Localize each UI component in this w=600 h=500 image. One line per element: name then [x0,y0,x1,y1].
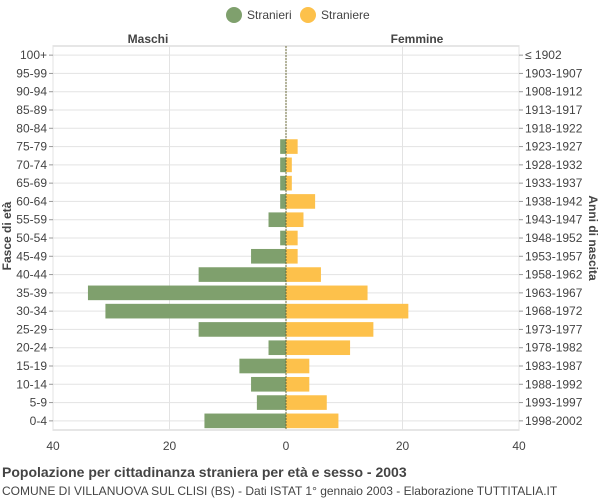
female-bar [286,358,310,374]
male-bar [87,285,286,301]
male-bar [280,194,286,209]
age-group-label: 95-99 [16,66,47,80]
x-tick-label: 0 [283,439,290,453]
birth-year-label: 1918-1922 [525,121,583,135]
legend-label-males: Stranieri [247,8,292,22]
females-side-label: Femmine [391,32,444,46]
x-tick-label: 40 [46,439,60,453]
age-group-label: 65-69 [16,176,47,190]
legend-swatch-females [300,7,316,23]
chart-title: Popolazione per cittadinanza straniera p… [2,464,407,480]
birth-year-label: 1998-2002 [525,414,583,428]
birth-year-label: 1938-1942 [525,194,583,208]
birth-year-label: 1963-1967 [525,286,583,300]
age-group-label: 80-84 [16,121,47,135]
birth-year-label: 1968-1972 [525,304,583,318]
birth-year-label: 1978-1982 [525,341,583,355]
male-bar [251,376,286,392]
age-group-label: 40-44 [16,268,47,282]
male-bar [251,248,286,264]
female-bar [286,194,316,209]
chart-subtitle: COMUNE DI VILLANUOVA SUL CLISI (BS) - Da… [2,484,558,498]
birth-year-label: 1908-1912 [525,85,583,99]
y-axis-title-right: Anni di nascita [586,195,600,281]
age-group-label: 70-74 [16,158,47,172]
x-tick-label: 20 [396,439,410,453]
male-bar [268,340,286,356]
male-bar [280,139,286,154]
male-bar [198,322,286,337]
age-group-label: 10-14 [16,377,47,391]
birth-year-label: 1903-1907 [525,66,583,80]
birth-year-label: 1943-1947 [525,213,583,227]
age-group-label: 20-24 [16,341,47,355]
female-bar [286,139,298,154]
population-pyramid-chart: Stranieri Straniere Maschi Femmine Fasce… [0,7,600,453]
male-bar [239,358,286,374]
males-side-label: Maschi [128,32,169,46]
female-bar [286,248,298,264]
birth-year-label: 1958-1962 [525,268,583,282]
birth-year-label: 1948-1952 [525,231,583,245]
age-group-label: 0-4 [30,414,48,428]
male-bar [280,175,286,191]
age-group-label: 60-64 [16,194,47,208]
age-group-label: 30-34 [16,304,47,318]
age-group-label: 45-49 [16,249,47,263]
female-bar [286,285,368,301]
female-bar [286,376,310,392]
age-group-label: 5-9 [30,396,48,410]
age-group-label: 90-94 [16,85,47,99]
legend-swatch-males [226,7,242,23]
female-bar [286,175,292,191]
male-bar [256,395,286,410]
male-bar [268,212,286,228]
plot-area: 40 20 0 20 40 100+ ≤ 1902 95-99 1903-1907 90-94 19… [16,45,583,453]
age-group-label: 15-19 [16,359,47,373]
male-bar [280,230,286,246]
birth-year-label: 1923-1927 [525,140,583,154]
age-group-label: 55-59 [16,213,47,227]
age-group-label: 35-39 [16,286,47,300]
female-bar [286,157,292,173]
female-bar [286,212,304,228]
birth-year-label: 1953-1957 [525,249,583,263]
x-tick-label: 40 [512,439,526,453]
age-group-label: 85-89 [16,103,47,117]
female-bar [286,395,327,410]
birth-year-label: 1933-1937 [525,176,583,190]
birth-year-label: 1993-1997 [525,396,583,410]
birth-year-label: 1988-1992 [525,377,583,391]
male-bar [280,157,286,173]
female-bar [286,340,351,356]
birth-year-label: ≤ 1902 [525,48,562,62]
female-bar [286,267,321,282]
y-axis-title-left: Fasce di età [0,201,14,270]
age-group-label: 25-29 [16,322,47,336]
female-bar [286,322,374,337]
male-bar [105,303,286,319]
male-bar [204,413,286,429]
age-group-label: 100+ [20,48,47,62]
x-tick-label: 20 [163,439,177,453]
birth-year-label: 1973-1977 [525,322,583,336]
male-bar [198,267,286,282]
birth-year-label: 1928-1932 [525,158,583,172]
age-group-label: 50-54 [16,231,47,245]
legend: Stranieri Straniere [226,7,370,23]
female-bar [286,303,409,319]
female-bar [286,413,339,429]
birth-year-label: 1913-1917 [525,103,583,117]
age-group-label: 75-79 [16,140,47,154]
legend-label-females: Straniere [321,8,370,22]
female-bar [286,230,298,246]
birth-year-label: 1983-1987 [525,359,583,373]
